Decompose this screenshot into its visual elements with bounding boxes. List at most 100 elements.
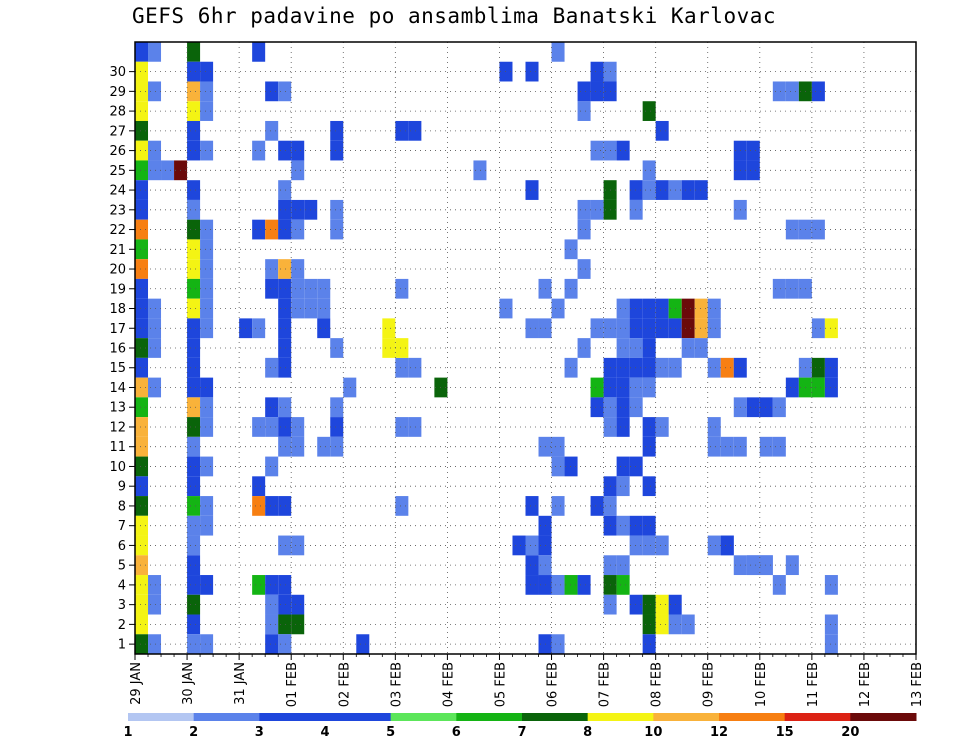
heatmap-cell bbox=[187, 535, 201, 556]
heatmap-cell bbox=[629, 199, 643, 220]
heatmap-cell bbox=[525, 180, 539, 200]
y-tick-label: 17 bbox=[109, 322, 126, 337]
heatmap-cell bbox=[785, 219, 799, 240]
heatmap-cell bbox=[811, 219, 825, 240]
y-tick-label: 9 bbox=[118, 480, 126, 495]
y-tick-label: 7 bbox=[118, 519, 126, 534]
heatmap-cell bbox=[148, 377, 162, 398]
heatmap-cell bbox=[694, 180, 708, 200]
heatmap-cell bbox=[148, 594, 162, 615]
y-tick-label: 5 bbox=[118, 559, 126, 574]
heatmap-cell bbox=[187, 199, 201, 220]
heatmap-cell bbox=[200, 496, 214, 516]
heatmap-cell bbox=[291, 259, 305, 279]
x-tick-label: 10 FEB bbox=[754, 662, 769, 707]
y-tick-label: 21 bbox=[109, 243, 126, 258]
heatmap-cell bbox=[187, 120, 201, 141]
heatmap-cell bbox=[200, 239, 214, 260]
heatmap-cell bbox=[278, 535, 292, 556]
heatmap-cell bbox=[200, 259, 214, 279]
y-tick-label: 13 bbox=[109, 401, 126, 416]
heatmap-cell bbox=[707, 535, 721, 556]
legend-swatch bbox=[390, 713, 457, 721]
heatmap-cell bbox=[824, 634, 838, 654]
x-tick-label: 29 JAN bbox=[129, 662, 144, 705]
heatmap-cell bbox=[200, 397, 214, 418]
heatmap-cell bbox=[525, 61, 539, 82]
heatmap-cell bbox=[135, 42, 149, 62]
heatmap-cell bbox=[655, 318, 669, 339]
y-tick-label: 3 bbox=[118, 598, 126, 613]
heatmap-cell bbox=[187, 298, 201, 319]
legend-label: 15 bbox=[776, 725, 794, 740]
heatmap-cell bbox=[135, 614, 149, 635]
heatmap-cell bbox=[772, 397, 786, 418]
heatmap-cell bbox=[265, 456, 279, 477]
heatmap-cell bbox=[759, 555, 773, 576]
heatmap-cell bbox=[291, 614, 305, 635]
heatmap-cell bbox=[590, 318, 604, 339]
heatmap-cell bbox=[252, 496, 266, 516]
heatmap-cell bbox=[135, 199, 149, 220]
x-tick-label: 13 FEB bbox=[910, 662, 925, 707]
x-tick-label: 11 FEB bbox=[806, 662, 821, 707]
heatmap-cell bbox=[408, 120, 422, 141]
heatmap-cell bbox=[616, 298, 630, 319]
heatmap-cell bbox=[135, 278, 149, 299]
x-tick-label: 08 FEB bbox=[650, 662, 665, 707]
heatmap-cell bbox=[291, 594, 305, 615]
heatmap-cell bbox=[811, 377, 825, 398]
heatmap-cell bbox=[564, 456, 578, 477]
legend-swatch bbox=[719, 713, 786, 721]
heatmap-cell bbox=[655, 180, 669, 200]
heatmap-cell bbox=[265, 575, 279, 595]
heatmap-cell bbox=[785, 278, 799, 299]
heatmap-cell bbox=[616, 377, 630, 398]
legend-label: 1 bbox=[123, 725, 132, 740]
heatmap-cell bbox=[278, 318, 292, 339]
heatmap-cell bbox=[772, 278, 786, 299]
heatmap-cell bbox=[265, 614, 279, 635]
heatmap-cell bbox=[616, 357, 630, 378]
heatmap-cell bbox=[200, 417, 214, 437]
chart-title: GEFS 6hr padavine po ansamblima Banatski… bbox=[132, 4, 777, 28]
heatmap-cell bbox=[135, 476, 149, 497]
heatmap-cell bbox=[330, 397, 344, 418]
heatmap-cell bbox=[187, 515, 201, 536]
heatmap-cell bbox=[200, 61, 214, 82]
heatmap-cell bbox=[694, 298, 708, 319]
x-tick-label: 05 FEB bbox=[493, 662, 508, 707]
x-tick-label: 12 FEB bbox=[858, 662, 873, 707]
heatmap-cell bbox=[200, 575, 214, 595]
heatmap-cell bbox=[642, 535, 656, 556]
heatmap-cell bbox=[746, 555, 760, 576]
heatmap-cell bbox=[408, 357, 422, 378]
heatmap-cell bbox=[148, 575, 162, 595]
heatmap-cell bbox=[187, 496, 201, 516]
heatmap-cell bbox=[382, 338, 396, 358]
heatmap-cell bbox=[577, 219, 591, 240]
heatmap-cell bbox=[551, 42, 565, 62]
heatmap-cell bbox=[278, 614, 292, 635]
y-tick-label: 8 bbox=[118, 499, 126, 514]
heatmap-cell bbox=[551, 496, 565, 516]
legend-swatch bbox=[259, 713, 326, 721]
heatmap-cell bbox=[265, 259, 279, 279]
legend-label: 12 bbox=[710, 725, 728, 740]
heatmap-cell bbox=[135, 535, 149, 556]
heatmap-cell bbox=[278, 357, 292, 378]
y-tick-label: 19 bbox=[109, 282, 126, 297]
heatmap-cell bbox=[551, 436, 565, 457]
heatmap-cell bbox=[642, 417, 656, 437]
heatmap-cell bbox=[187, 555, 201, 576]
heatmap-cell bbox=[135, 436, 149, 457]
heatmap-cell bbox=[187, 278, 201, 299]
heatmap-cell bbox=[642, 338, 656, 358]
heatmap-cell bbox=[187, 456, 201, 477]
heatmap-cell bbox=[135, 120, 149, 141]
y-tick-label: 2 bbox=[118, 618, 126, 633]
heatmap-cell bbox=[278, 199, 292, 220]
heatmap-cell bbox=[135, 456, 149, 477]
heatmap-cell bbox=[655, 417, 669, 437]
